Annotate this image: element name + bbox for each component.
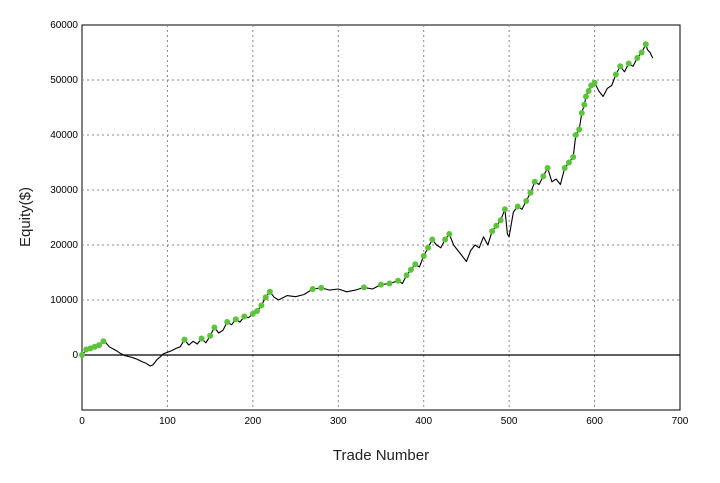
new-high-marker	[386, 280, 393, 287]
x-tick-label: 100	[159, 416, 176, 427]
new-high-marker	[642, 41, 649, 48]
y-tick-label: 50000	[50, 75, 78, 86]
x-tick-label: 600	[586, 416, 603, 427]
new-high-marker	[407, 266, 414, 273]
plot-area	[81, 24, 681, 411]
y-axis-title: Equity($)	[17, 187, 34, 247]
y-tick-label: 20000	[50, 240, 78, 251]
new-high-marker	[309, 286, 316, 292]
new-high-marker	[544, 165, 551, 171]
new-high-marker	[523, 198, 530, 204]
new-high-marker	[181, 336, 188, 343]
x-tick-label: 0	[79, 416, 85, 427]
x-tick-label: 300	[330, 416, 347, 427]
new-high-marker	[531, 178, 538, 185]
new-high-marker	[634, 55, 641, 61]
tick-labels: 0 100 200 300 400 500 600 700 0 10000 20000 30000 40…	[50, 20, 689, 427]
y-tick-label: 30000	[50, 185, 78, 196]
x-tick-label: 700	[672, 416, 689, 427]
new-high-marker	[207, 332, 214, 339]
new-high-marker	[79, 352, 85, 358]
new-high-marker	[198, 335, 205, 342]
new-high-marker	[625, 60, 632, 67]
new-high-marker	[318, 284, 325, 291]
new-high-marker	[442, 236, 449, 243]
new-high-marker	[497, 217, 504, 224]
new-high-marker	[612, 71, 619, 78]
new-high-marker	[395, 277, 402, 284]
new-high-marker	[262, 294, 269, 301]
new-high-marker	[578, 110, 585, 116]
new-high-marker	[501, 206, 508, 213]
new-high-marker	[378, 281, 384, 288]
new-high-marker	[420, 253, 427, 259]
new-high-marker	[266, 288, 273, 295]
new-high-marker	[100, 338, 107, 345]
new-high-marker	[232, 316, 239, 323]
x-axis-title: Trade Number	[333, 447, 429, 464]
x-tick-label: 500	[501, 416, 518, 427]
new-high-marker	[561, 165, 568, 171]
new-high-marker	[429, 236, 436, 243]
new-high-marker	[583, 93, 589, 100]
y-tick-label: 0	[72, 350, 78, 361]
new-high-marker	[360, 284, 367, 291]
new-high-marker	[241, 313, 248, 320]
new-high-marker	[211, 324, 218, 331]
new-high-marker	[565, 159, 572, 166]
new-high-marker	[576, 126, 583, 133]
equity-series	[79, 41, 654, 367]
x-tick-label: 400	[415, 416, 432, 427]
new-high-marker	[258, 302, 265, 309]
new-high-marker	[489, 228, 496, 235]
y-tick-label: 10000	[50, 295, 78, 306]
new-high-marker	[638, 49, 645, 56]
new-high-marker	[446, 231, 453, 237]
new-high-marker	[572, 132, 579, 138]
new-high-marker	[570, 154, 577, 160]
new-high-marker	[254, 308, 261, 314]
x-tick-label: 200	[245, 416, 262, 427]
new-high-marker	[527, 189, 534, 196]
new-high-marker	[493, 222, 500, 229]
new-high-marker	[96, 342, 103, 349]
new-high-marker	[585, 88, 592, 94]
new-high-marker	[591, 79, 598, 86]
y-tick-label: 40000	[50, 130, 78, 141]
new-high-marker	[514, 203, 521, 210]
new-high-marker	[617, 63, 624, 70]
new-high-marker	[224, 319, 231, 325]
new-high-marker	[403, 272, 410, 279]
grid-lines	[82, 25, 680, 410]
new-high-marker	[540, 173, 547, 180]
new-high-marker	[412, 261, 419, 268]
y-tick-label: 60000	[50, 20, 78, 31]
new-high-marker	[581, 101, 588, 108]
new-high-marker	[425, 244, 431, 251]
